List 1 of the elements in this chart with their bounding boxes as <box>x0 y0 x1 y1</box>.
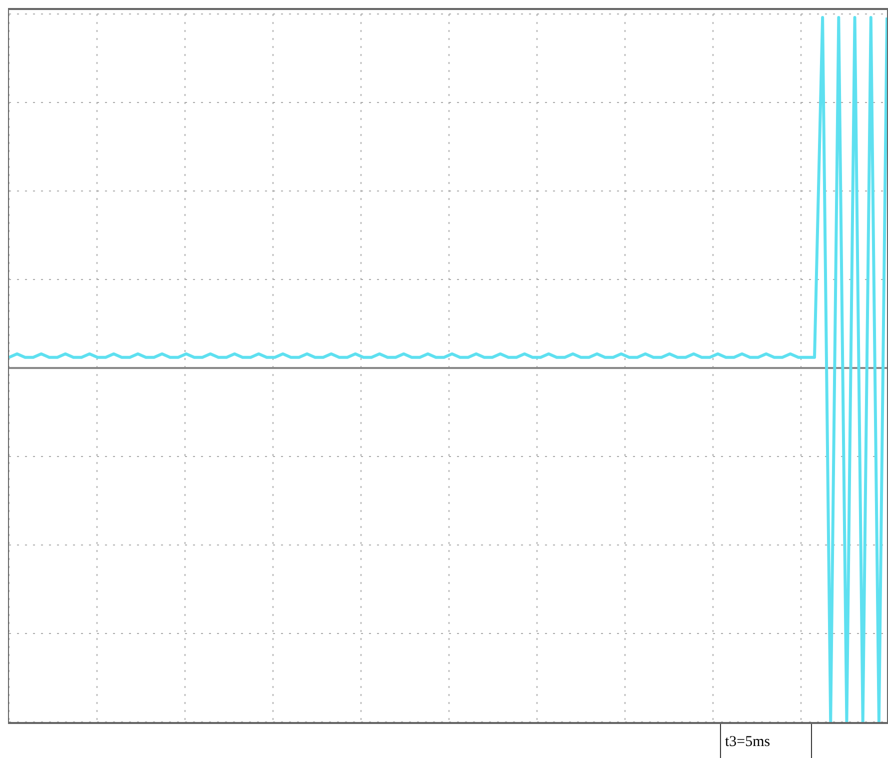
text: t3=5ms <box>720 724 812 758</box>
